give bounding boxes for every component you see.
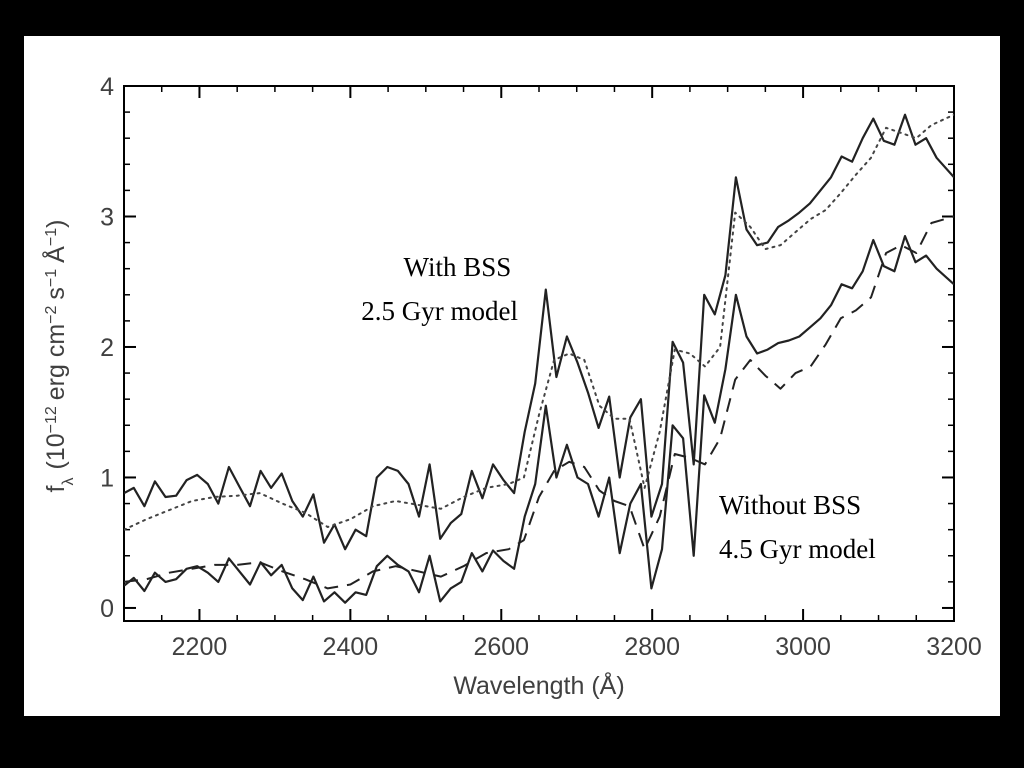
x-tick-label: 3000 xyxy=(775,633,831,661)
y-tick-label: 3 xyxy=(100,203,114,231)
annotation-with-bss: With BSS 2.5 Gyr model xyxy=(361,252,518,326)
series-layer xyxy=(124,113,954,604)
series-line-1 xyxy=(124,113,954,531)
spectrum-chart: 2200 2400 2600 2800 3000 3200 0 1 2 3 4 Wavelength… xyxy=(40,73,982,700)
tick-labels: 2200 2400 2600 2800 3000 3200 0 1 2 3 4 xyxy=(100,73,982,661)
y-axis-label: fλ(10−12erg cm−2s−1Å−1) xyxy=(40,220,77,493)
axis-ticks xyxy=(123,85,955,621)
x-tick-label: 2600 xyxy=(473,633,529,661)
series-line-0 xyxy=(124,113,954,551)
x-tick-label: 2800 xyxy=(624,633,680,661)
y-tick-label: 1 xyxy=(100,464,114,492)
x-tick-label: 2200 xyxy=(172,633,228,661)
series-line-3 xyxy=(124,215,954,590)
y-tick-label: 2 xyxy=(100,334,114,362)
x-axis-label: Wavelength (Å) xyxy=(453,670,624,700)
y-tick-label: 4 xyxy=(100,73,114,101)
y-tick-label: 0 xyxy=(100,595,114,623)
annotation-without-bss: Without BSS 4.5 Gyr model xyxy=(719,490,876,564)
chart-canvas: 2200 2400 2600 2800 3000 3200 0 1 2 3 4 Wavelength… xyxy=(24,36,1000,716)
x-tick-label: 3200 xyxy=(926,633,982,661)
x-tick-label: 2400 xyxy=(323,633,379,661)
